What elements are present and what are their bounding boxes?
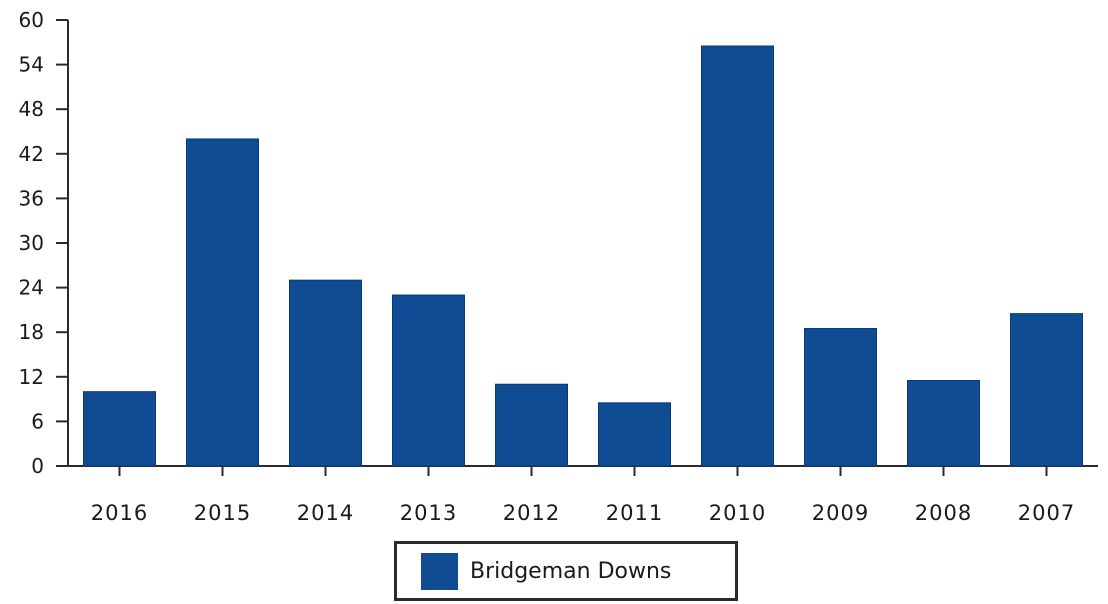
x-tick-label: 2008 [915, 501, 972, 525]
y-tick-label: 30 [19, 231, 44, 255]
x-tick-label: 2012 [503, 501, 560, 525]
x-tick-label: 2009 [812, 501, 869, 525]
y-tick-label: 48 [19, 97, 44, 121]
legend-label: Bridgeman Downs [470, 558, 672, 584]
y-tick-label: 6 [31, 409, 44, 433]
y-axis: 0 6 12 18 24 30 36 42 48 54 60 [19, 8, 69, 478]
y-tick-label: 12 [19, 365, 44, 389]
y-tick-label: 18 [19, 320, 44, 344]
y-tick-label: 24 [19, 276, 44, 300]
bar-2015 [186, 138, 259, 467]
x-axis: 2016 2015 2014 2013 2012 2011 2010 2009 2008 2007 [68, 465, 1098, 525]
legend: Bridgeman Downs [394, 541, 738, 601]
bar-2011 [598, 402, 671, 467]
x-tick-label: 2014 [297, 501, 354, 525]
bar-2016 [83, 391, 156, 467]
x-tick-label: 2011 [606, 501, 663, 525]
x-tick-label: 2016 [91, 501, 148, 525]
bar-2008 [907, 380, 980, 467]
bar-2012 [495, 383, 568, 467]
bar-2013 [392, 294, 465, 467]
bars [83, 45, 1083, 467]
legend-swatch [421, 552, 458, 590]
bar-2010 [701, 45, 774, 467]
x-tick-label: 2015 [194, 501, 251, 525]
x-tick-label: 2013 [400, 501, 457, 525]
y-tick-label: 60 [19, 8, 44, 32]
x-tick-label: 2007 [1018, 501, 1075, 525]
y-tick-label: 54 [19, 53, 44, 77]
y-tick-label: 0 [31, 454, 44, 478]
bar-2007 [1010, 313, 1083, 467]
bar-2009 [804, 327, 877, 467]
bar-2014 [289, 279, 362, 467]
y-tick-label: 36 [19, 186, 44, 210]
x-tick-label: 2010 [709, 501, 766, 525]
y-tick-label: 42 [19, 142, 44, 166]
